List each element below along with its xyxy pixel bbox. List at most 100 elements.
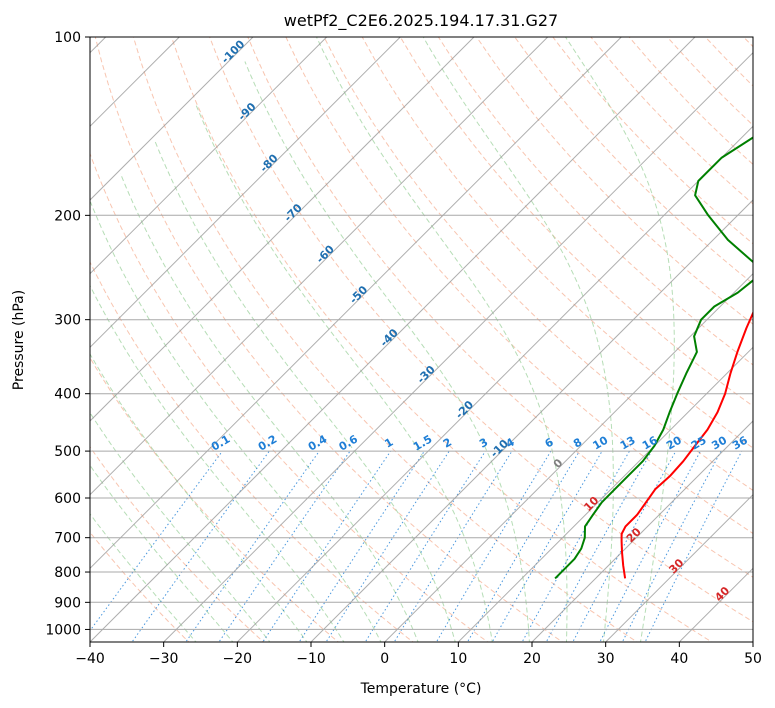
grid-lines: [90, 37, 753, 642]
isotherm-line: [90, 37, 328, 275]
line-labels: 0.1 0.2 0.4 0.6 1 1.5 2 3 4 6 8 10 13 16 20 25 30 36-100-…: [209, 37, 750, 604]
mixing-ratio-label: 3: [477, 436, 490, 451]
isotherm-label: -70: [282, 201, 305, 224]
moist-adiabat-line: [316, 37, 568, 642]
mixing-ratio-label: 10: [590, 433, 610, 452]
mixing-ratio-label: 36: [730, 433, 750, 452]
dry-adiabat-line: [399, 37, 753, 407]
isotherm-label: -90: [235, 100, 258, 123]
mixing-ratio-line: [131, 450, 270, 642]
isotherm-line: [457, 346, 753, 642]
moist-adiabat-line: [90, 464, 234, 642]
isotherm-line: [605, 493, 753, 642]
y-tick-label: 300: [54, 313, 81, 329]
mixing-ratio-line: [185, 450, 320, 642]
dry-adiabat-line: [361, 37, 753, 449]
y-axis: 100 200 300 400 500 600 700 800 900 1000: [45, 30, 90, 638]
x-tick-label: 10: [449, 651, 467, 667]
y-tick-label: 400: [54, 387, 81, 403]
moist-adiabat-line: [90, 284, 345, 642]
isotherm-label: -100: [219, 37, 248, 66]
mixing-ratio-label: 30: [709, 433, 729, 452]
dry-adiabat-line: [437, 37, 753, 366]
y-axis-label: Pressure (hPa): [11, 290, 27, 390]
x-axis-label: Temperature (°C): [360, 681, 482, 697]
mixing-ratio-label: 16: [640, 433, 660, 452]
dry-adiabat-line: [90, 446, 265, 642]
isotherm-line: [236, 125, 753, 642]
mixing-ratio-line: [644, 450, 743, 642]
moist-adiabat-line: [244, 61, 530, 642]
mixing-ratio-label: 1: [382, 436, 395, 451]
x-tick-label: 30: [597, 651, 615, 667]
mixing-ratio-line: [621, 450, 722, 642]
moist-adiabat-line: [565, 37, 675, 642]
dry-adiabat-line: [285, 37, 753, 535]
isotherm-line: [90, 37, 254, 201]
moist-adiabat-line: [119, 173, 419, 642]
moist-adiabat-line: [90, 201, 382, 642]
mixing-ratio-label: 6: [543, 435, 556, 450]
dry-adiabat-line: [209, 37, 753, 623]
isotherm-line: [531, 420, 753, 642]
dry-adiabat-line: [90, 356, 339, 642]
isotherm-line: [90, 37, 696, 642]
isotherm-line: [310, 199, 753, 642]
y-tick-label: 1000: [45, 622, 81, 638]
isotherm-label: -40: [378, 326, 401, 349]
moist-adiabat-line: [90, 513, 197, 642]
x-tick-label: −40: [75, 651, 105, 667]
mixing-ratio-label: 1.5: [411, 433, 434, 454]
mixing-ratio-line: [599, 450, 701, 642]
y-tick-label: 900: [54, 595, 81, 611]
x-tick-label: 40: [670, 651, 688, 667]
y-tick-label: 800: [54, 565, 81, 581]
dry-adiabat-line: [476, 37, 753, 325]
moist-adiabat-line: [90, 353, 308, 642]
mixing-ratio-line: [90, 450, 223, 632]
mixing-ratio-line: [325, 450, 450, 642]
x-tick-label: −10: [296, 651, 326, 667]
isotherm-label: 20: [624, 525, 644, 545]
y-tick-label: 200: [54, 208, 81, 224]
plot-frame: [89, 36, 754, 643]
isotherm-label: -60: [314, 242, 337, 265]
y-tick-label: 600: [54, 491, 81, 507]
isotherm-label: -80: [257, 151, 280, 174]
isotherm-line: [90, 37, 475, 422]
isotherm-label: -20: [453, 398, 476, 421]
chart-title: wetPf2_C2E6.2025.194.17.31.G27: [284, 11, 558, 31]
mixing-ratio-line: [262, 450, 392, 642]
isotherm-line: [678, 567, 753, 642]
isotherm-label: 40: [712, 584, 732, 604]
moist-adiabat-line: [154, 141, 456, 642]
dry-adiabat-line: [90, 531, 190, 642]
dry-adiabat-line: [590, 37, 753, 205]
y-tick-label: 500: [54, 444, 81, 460]
dry-adiabat-line: [247, 37, 753, 578]
dry-adiabat-line: [171, 37, 713, 642]
x-tick-label: 50: [744, 651, 762, 667]
dry-adiabat-line: [90, 152, 489, 642]
isotherm-line: [90, 37, 549, 496]
isotherm-line: [384, 272, 753, 642]
moist-adiabat-line: [195, 104, 493, 642]
mixing-ratio-line: [298, 450, 425, 642]
profile-lines: [554, 136, 753, 580]
y-tick-label: 100: [54, 30, 81, 46]
isotherm-line: [90, 37, 401, 349]
dry-adiabat-line: [323, 37, 753, 491]
dry-adiabat-line: [704, 37, 753, 87]
mixing-ratio-label: 0.6: [337, 432, 361, 453]
mixing-ratio-line: [364, 450, 486, 642]
plot-area: 0.1 0.2 0.4 0.6 1 1.5 2 3 4 6 8 10 13 16 20 25 30 36-100-…: [90, 37, 753, 642]
dry-adiabat-line: [94, 37, 564, 642]
mixing-ratio-line: [466, 450, 580, 642]
isotherm-line: [163, 51, 753, 642]
isotherm-label: 30: [666, 556, 686, 576]
x-tick-label: 0: [380, 651, 389, 667]
isotherm-label: 10: [581, 494, 601, 514]
mixing-ratio-label: 0.2: [256, 433, 279, 454]
isotherm-line: [752, 641, 753, 642]
